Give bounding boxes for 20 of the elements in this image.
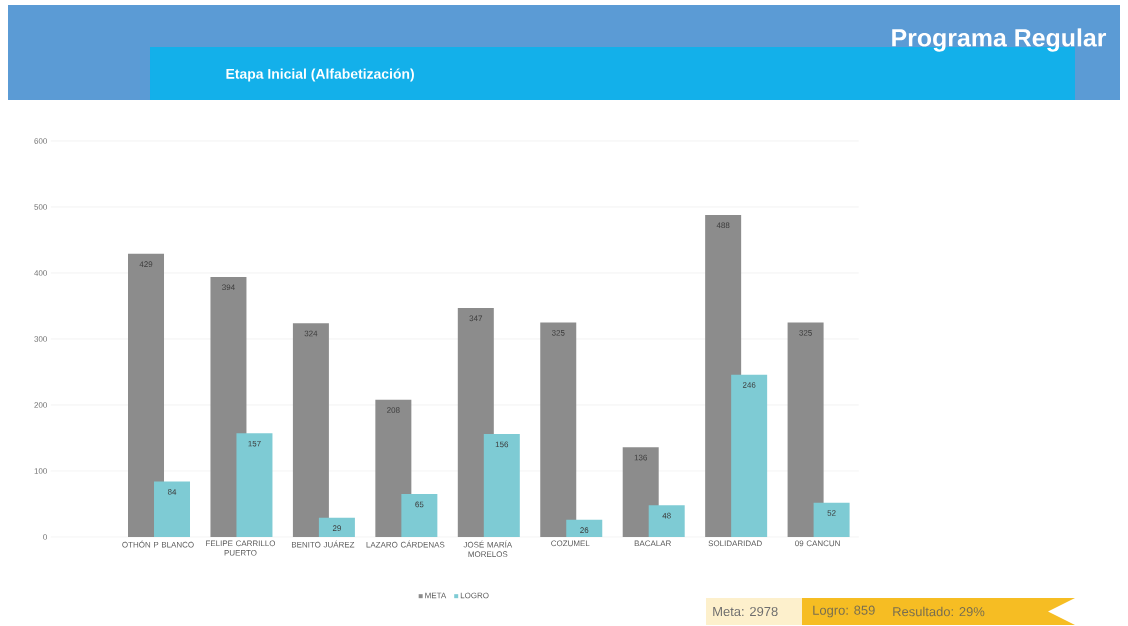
bar xyxy=(566,519,603,537)
bar xyxy=(731,374,768,537)
bar xyxy=(128,253,165,537)
chart-subtitle: Etapa Inicial (Alfabetización) xyxy=(226,68,414,82)
bar xyxy=(375,399,412,537)
bar xyxy=(292,323,329,537)
bar xyxy=(154,481,191,537)
bar xyxy=(318,517,355,537)
text: Meta: 2978 xyxy=(713,606,778,617)
bar xyxy=(648,505,685,537)
text: Logro: 859 xyxy=(813,605,875,618)
bar xyxy=(813,502,850,537)
text: Programa Regular xyxy=(892,28,1107,52)
bar xyxy=(787,322,824,537)
text: Resultado: 29% xyxy=(893,606,985,617)
bar xyxy=(483,434,520,537)
bar xyxy=(401,494,438,537)
bar xyxy=(622,447,659,537)
bar xyxy=(540,322,577,537)
bar xyxy=(236,433,273,537)
